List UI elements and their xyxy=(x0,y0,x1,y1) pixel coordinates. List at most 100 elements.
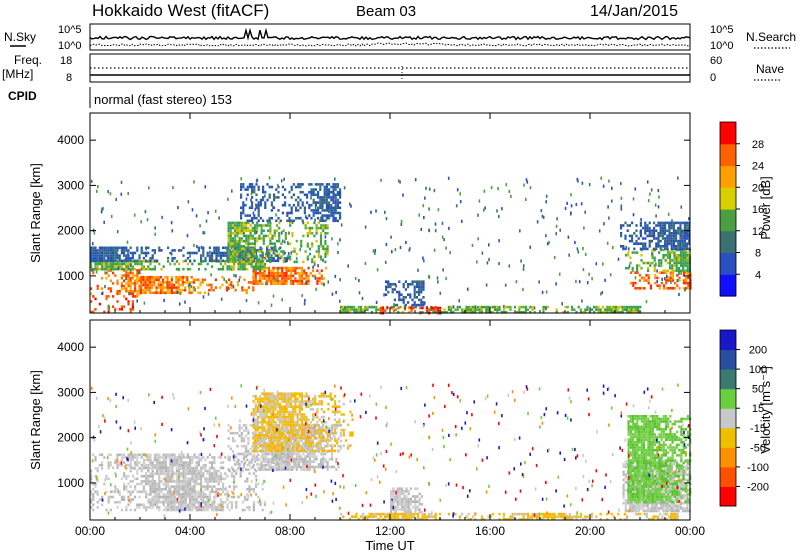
data-cell xyxy=(211,508,214,512)
data-cell xyxy=(264,457,268,461)
data-cell xyxy=(242,221,246,225)
data-cell xyxy=(324,457,327,461)
data-cell xyxy=(264,255,268,258)
data-cell xyxy=(317,450,320,453)
data-cell xyxy=(215,495,218,499)
data-cell xyxy=(164,275,167,279)
data-cell xyxy=(527,308,530,311)
data-cell xyxy=(331,292,334,296)
data-cell xyxy=(525,178,528,182)
data-cell xyxy=(298,444,301,447)
data-cell xyxy=(98,453,101,457)
data-cell xyxy=(231,431,235,435)
data-cell xyxy=(114,259,117,263)
data-cell xyxy=(245,424,248,427)
data-cell xyxy=(114,256,117,260)
data-cell xyxy=(251,226,254,230)
data-cell xyxy=(200,480,203,483)
data-cell xyxy=(107,267,110,271)
data-cell xyxy=(160,461,163,464)
data-cell xyxy=(340,308,343,311)
data-cell xyxy=(175,490,178,494)
data-cell xyxy=(518,308,521,311)
data-cell xyxy=(526,180,529,184)
data-cell xyxy=(117,266,120,270)
data-cell xyxy=(197,477,200,481)
data-cell xyxy=(311,455,314,458)
data-cell xyxy=(238,258,241,261)
data-cell xyxy=(385,242,388,246)
data-cell xyxy=(242,250,246,253)
data-cell xyxy=(650,239,653,243)
data-cell xyxy=(158,458,161,462)
data-cell xyxy=(92,271,95,275)
data-cell xyxy=(240,226,243,230)
data-cell xyxy=(612,308,615,311)
data-cell xyxy=(101,249,104,252)
data-cell xyxy=(175,508,178,512)
data-cell xyxy=(202,251,205,255)
data-cell xyxy=(271,247,273,251)
data-cell xyxy=(626,224,629,227)
data-cell xyxy=(523,183,525,187)
data-cell xyxy=(178,477,181,481)
data-cell xyxy=(250,205,253,209)
data-cell xyxy=(498,239,500,243)
data-cell xyxy=(195,482,198,486)
data-cell xyxy=(344,311,347,314)
data-cell xyxy=(627,247,630,251)
data-cell xyxy=(324,460,327,464)
data-cell xyxy=(362,311,365,314)
data-cell xyxy=(184,286,187,289)
data-cell xyxy=(309,447,312,450)
data-cell xyxy=(300,408,304,411)
data-cell xyxy=(156,466,159,470)
data-cell xyxy=(265,397,268,401)
data-cell xyxy=(229,447,232,451)
data-cell xyxy=(211,461,214,464)
data-cell xyxy=(169,503,172,507)
data-cell xyxy=(267,234,270,238)
data-cell xyxy=(272,426,275,429)
data-cell xyxy=(425,306,429,310)
data-cell xyxy=(678,230,681,234)
data-cell xyxy=(90,262,93,266)
data-cell xyxy=(181,283,184,287)
data-cell xyxy=(173,463,176,467)
data-cell xyxy=(296,405,299,408)
data-cell xyxy=(274,405,277,408)
data-cell xyxy=(171,500,174,504)
data-cell xyxy=(434,222,437,226)
data-cell xyxy=(96,284,99,288)
data-cell xyxy=(131,282,134,285)
data-cell xyxy=(162,498,165,501)
data-cell xyxy=(231,221,235,225)
data-cell xyxy=(129,466,132,470)
data-cell xyxy=(112,295,115,298)
data-cell xyxy=(325,209,328,212)
data-cell xyxy=(641,276,644,280)
data-cell xyxy=(123,254,126,257)
data-cell xyxy=(153,493,156,496)
data-cell xyxy=(324,465,327,469)
data-cell xyxy=(328,216,331,220)
data-cell xyxy=(256,439,260,442)
data-cell xyxy=(262,468,265,471)
data-cell xyxy=(472,305,475,309)
data-cell xyxy=(680,269,683,273)
data-cell xyxy=(655,229,658,232)
data-cell xyxy=(234,232,237,235)
data-cell xyxy=(467,308,470,311)
data-cell xyxy=(191,493,194,496)
data-cell xyxy=(599,311,602,314)
data-cell xyxy=(189,466,192,470)
data-cell xyxy=(128,292,130,296)
data-cell xyxy=(477,213,479,217)
data-cell xyxy=(274,428,277,432)
data-cell xyxy=(148,278,151,282)
data-cell xyxy=(229,239,232,243)
frequency-panel: Freq. [MHz] 18 8 60 0 Nave xyxy=(2,53,784,84)
data-cell xyxy=(145,474,148,478)
data-cell xyxy=(668,224,670,228)
data-cell xyxy=(289,413,293,416)
